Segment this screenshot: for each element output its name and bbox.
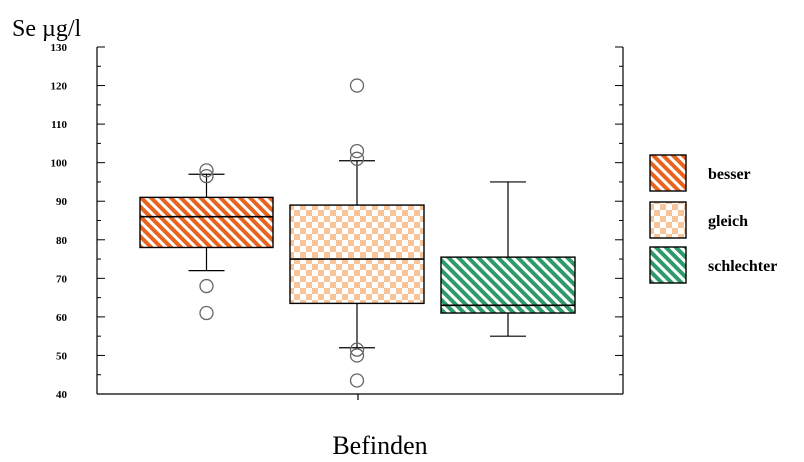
outlier-point bbox=[349, 373, 365, 388]
outlier-point bbox=[199, 305, 214, 321]
box-besser bbox=[139, 163, 274, 321]
boxes bbox=[139, 78, 576, 388]
y-ticks: 40 50 60 70 80 90 100 110 120 130 bbox=[51, 42, 623, 401]
y-tick-label: 100 bbox=[51, 158, 68, 170]
y-tick-label: 110 bbox=[51, 119, 67, 131]
legend-label: besser bbox=[708, 166, 751, 183]
y-tick-label: 70 bbox=[56, 273, 68, 285]
box-iqr bbox=[440, 256, 576, 314]
box-schlechter bbox=[440, 181, 576, 337]
legend-swatch bbox=[649, 154, 687, 192]
box-iqr bbox=[289, 204, 425, 305]
box-iqr bbox=[139, 196, 274, 249]
legend-swatch bbox=[649, 246, 687, 284]
legend-item-gleich: gleich bbox=[649, 201, 748, 239]
outlier-point bbox=[199, 278, 214, 294]
outlier-point bbox=[349, 78, 365, 93]
legend-item-schlechter: schlechter bbox=[649, 246, 777, 284]
legend-label: schlechter bbox=[708, 258, 777, 275]
y-tick-label: 120 bbox=[51, 81, 68, 93]
outlier-point bbox=[199, 163, 214, 178]
outlier-point bbox=[349, 342, 365, 357]
legend-label: gleich bbox=[708, 213, 748, 230]
outlier-point bbox=[349, 143, 365, 159]
y-tick-label: 40 bbox=[56, 389, 68, 401]
y-tick-label: 60 bbox=[56, 312, 68, 324]
outlier-point bbox=[199, 169, 214, 184]
x-axis-label: Befinden bbox=[332, 431, 427, 460]
y-tick-label: 50 bbox=[56, 350, 68, 362]
y-tick-label: 130 bbox=[51, 42, 68, 54]
y-axis-label: Se µg/l bbox=[12, 16, 81, 42]
y-tick-label: 80 bbox=[56, 235, 68, 247]
y-tick-label: 90 bbox=[56, 196, 68, 208]
legend-item-besser: besser bbox=[649, 154, 751, 192]
box-gleich bbox=[289, 78, 425, 388]
legend: besser gleich schlechter bbox=[649, 154, 777, 284]
outlier-point bbox=[349, 151, 365, 166]
outlier-point bbox=[349, 348, 365, 363]
legend-swatch bbox=[649, 201, 687, 239]
